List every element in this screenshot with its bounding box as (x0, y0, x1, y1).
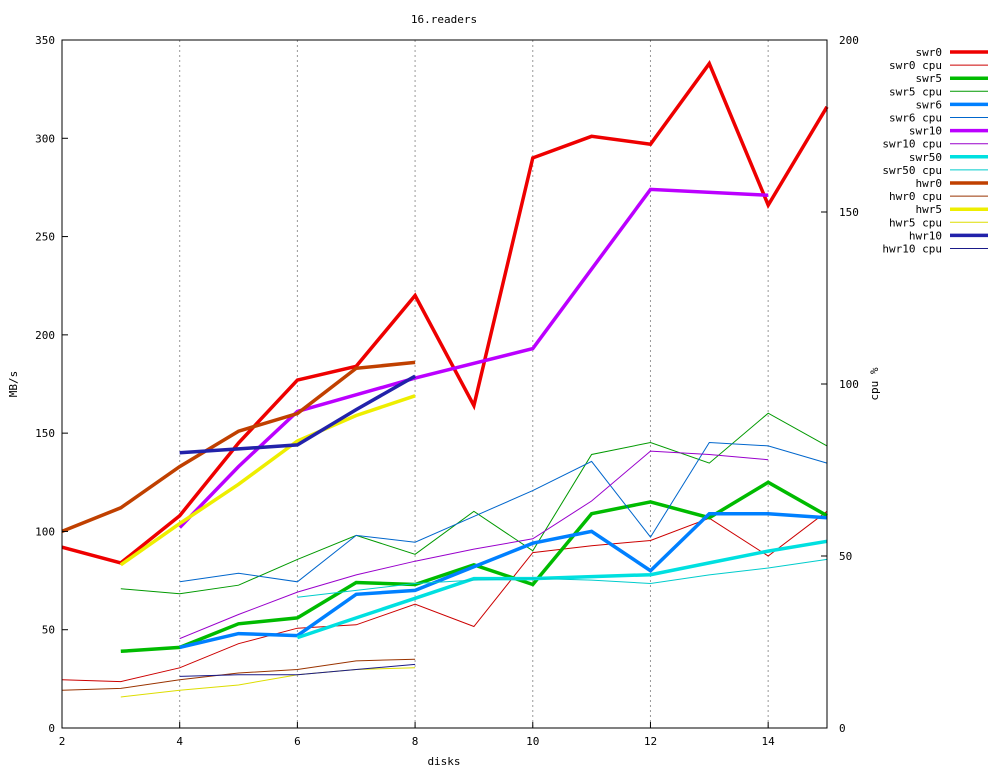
legend-label: hwr5 (916, 203, 943, 216)
series-line-swr0 (61, 60, 829, 565)
y-tick-label: 300 (35, 132, 55, 145)
series-line-hwr0-cpu (61, 658, 416, 691)
legend-label: hwr5 cpu (889, 216, 942, 229)
y2-tick-label: 50 (839, 550, 852, 563)
y2-tick-label: 200 (839, 34, 859, 47)
legend-label: swr50 (909, 151, 942, 164)
x-tick-label: 8 (412, 735, 419, 748)
series-line-swr50-cpu (297, 558, 828, 598)
series-line-hwr0 (61, 360, 416, 534)
y2-tick-label: 150 (839, 206, 859, 219)
series-line-swr5-cpu (120, 412, 828, 595)
legend-label: swr5 (916, 72, 943, 85)
grid-lines (179, 40, 769, 728)
legend-label: swr5 cpu (889, 85, 942, 98)
series-line-swr50 (296, 539, 828, 640)
legend-label: swr10 cpu (882, 138, 942, 151)
x-tick-label: 10 (526, 735, 539, 748)
y-tick-label: 150 (35, 427, 55, 440)
y-tick-label: 50 (42, 624, 55, 637)
x-tick-label: 4 (176, 735, 183, 748)
y-axis-label: MB/s (7, 371, 20, 398)
y2-tick-label: 0 (839, 722, 846, 735)
legend-label: swr6 cpu (889, 112, 942, 125)
legend-label: hwr0 (916, 177, 943, 190)
y-tick-label: 250 (35, 231, 55, 244)
x-tick-label: 2 (59, 735, 66, 748)
legend-label: swr0 (916, 46, 943, 59)
x-tick-label: 6 (294, 735, 301, 748)
series-line-swr6-cpu (179, 441, 828, 583)
legend-label: swr0 cpu (889, 59, 942, 72)
y-tick-label: 200 (35, 329, 55, 342)
legend-label: hwr10 (909, 229, 942, 242)
series-line-hwr5 (119, 394, 416, 567)
series-line-swr6 (179, 511, 828, 650)
series-line-swr0-cpu (61, 510, 828, 683)
legend-label: swr50 cpu (882, 164, 942, 177)
series-line-swr10-cpu (179, 450, 769, 640)
y2-tick-label: 100 (839, 378, 859, 391)
series-line-swr5 (120, 480, 828, 654)
x-axis-label: disks (427, 755, 460, 768)
series-line-hwr5-cpu (120, 667, 416, 698)
series-lines (61, 60, 829, 698)
x-tick-label: 12 (644, 735, 657, 748)
series-line-swr10 (178, 187, 769, 529)
plot-frame (61, 39, 828, 729)
y-tick-label: 0 (48, 722, 55, 735)
legend-label: swr6 (916, 98, 943, 111)
series-line-hwr10-cpu (179, 663, 416, 677)
chart-title: 16.readers (411, 13, 477, 26)
legend-label: hwr0 cpu (889, 190, 942, 203)
legend-label: hwr10 cpu (882, 243, 942, 256)
series-line-hwr10 (179, 374, 416, 455)
y-tick-label: 100 (35, 525, 55, 538)
x-tick-label: 14 (762, 735, 776, 748)
legend-label: swr10 (909, 125, 942, 138)
y2-axis-label: cpu % (868, 367, 881, 400)
y-tick-label: 350 (35, 34, 55, 47)
axis-ticks: 2 4 6 8 10 12 14 0 50 100 150 200 250 300 350 0 50 100 150… (35, 34, 859, 748)
